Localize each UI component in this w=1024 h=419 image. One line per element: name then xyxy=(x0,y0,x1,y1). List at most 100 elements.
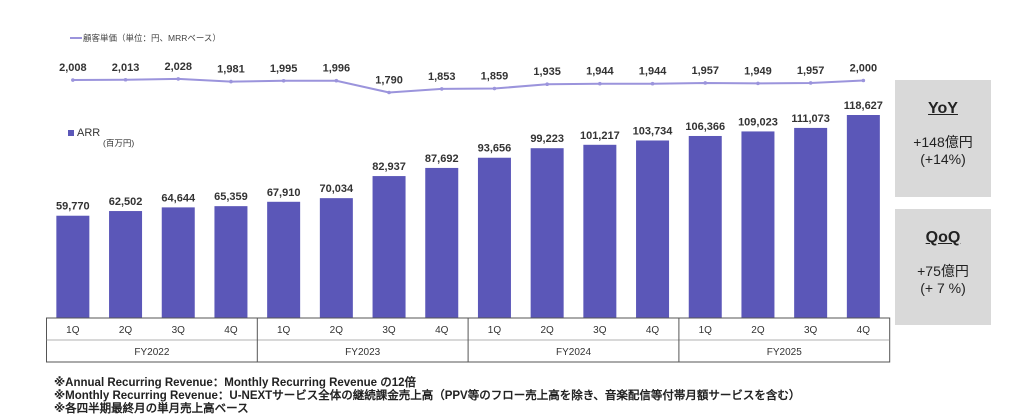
unit-price-point xyxy=(545,82,549,87)
arr-data-label: 93,656 xyxy=(478,143,512,155)
quarter-tick-label: 2Q xyxy=(540,325,554,336)
unit-price-point xyxy=(281,78,286,83)
quarter-tick-label: 1Q xyxy=(66,325,80,336)
unit-price-label: 2,000 xyxy=(850,63,878,75)
qoq-title: QoQ xyxy=(925,229,961,246)
arr-bar xyxy=(530,148,564,318)
quarter-tick-label: 3Q xyxy=(382,325,396,336)
arr-bar xyxy=(319,198,353,318)
arr-data-label: 87,692 xyxy=(425,153,459,165)
yoy-box: YoY +148億円 (+14%) xyxy=(895,80,991,197)
arr-bar xyxy=(583,144,617,318)
arr-data-label: 99,223 xyxy=(530,133,564,145)
unit-price-point xyxy=(861,78,866,83)
arr-bar xyxy=(636,140,670,318)
unit-price-label: 1,996 xyxy=(323,63,351,75)
unit-price-label: 1,944 xyxy=(639,66,667,78)
arr-data-label: 70,034 xyxy=(320,183,355,195)
unit-price-point xyxy=(176,77,181,81)
arr-bar xyxy=(846,115,880,318)
arr-bar xyxy=(56,215,90,318)
footnote: ※各四半期最終月の単月売上高ベース xyxy=(54,403,249,415)
qoq-value: +75億円 xyxy=(917,263,969,279)
arr-data-label: 109,023 xyxy=(738,116,778,128)
yoy-pct: (+14%) xyxy=(920,151,966,167)
quarter-tick-label: 2Q xyxy=(119,325,133,336)
unit-price-line xyxy=(72,77,864,94)
line-legend-label: 顧客単価（単位：円、MRRベース） xyxy=(83,33,221,43)
arr-data-label: 62,502 xyxy=(109,196,143,208)
footnotes: ※Annual Recurring Revenue：Monthly Recurr… xyxy=(54,377,800,416)
arr-bar xyxy=(109,211,143,318)
unit-price-label: 1,944 xyxy=(586,66,614,78)
unit-price-point xyxy=(598,81,602,86)
quarter-tick-label: 2Q xyxy=(751,325,765,336)
fiscal-year-label: FY2022 xyxy=(134,347,169,358)
arr-data-label: 103,734 xyxy=(633,125,674,137)
unit-price-point xyxy=(123,77,128,82)
arr-data-label: 65,359 xyxy=(214,191,248,203)
arr-data-label: 82,937 xyxy=(372,161,406,173)
arr-bar xyxy=(161,207,195,318)
quarter-tick-label: 3Q xyxy=(593,325,607,336)
quarter-tick-label: 1Q xyxy=(699,325,713,336)
quarter-tick-label: 4Q xyxy=(435,325,449,336)
unit-price-label: 1,853 xyxy=(428,71,456,83)
bar-unit-label: (百万円) xyxy=(103,138,134,148)
footnote: ※Annual Recurring Revenue：Monthly Recurr… xyxy=(54,377,416,389)
arr-data-label: 111,073 xyxy=(791,113,830,125)
unit-price-label: 1,981 xyxy=(217,64,245,76)
unit-price-point xyxy=(387,90,391,95)
qoq-pct: (+ 7 %) xyxy=(920,280,966,296)
arr-data-label: 118,627 xyxy=(844,100,883,112)
quarter-tick-label: 2Q xyxy=(330,325,344,336)
quarter-tick-label: 4Q xyxy=(224,325,238,336)
arr-bar xyxy=(794,127,828,318)
unit-price-label: 2,028 xyxy=(164,61,192,73)
arr-data-label: 106,366 xyxy=(685,121,725,133)
arr-data-label: 64,644 xyxy=(161,192,196,204)
unit-price-label: 1,949 xyxy=(744,65,772,77)
quarter-tick-label: 1Q xyxy=(277,325,291,336)
unit-price-point xyxy=(808,81,813,85)
arr-bar xyxy=(214,206,248,318)
unit-price-point xyxy=(492,86,497,91)
unit-price-label: 1,957 xyxy=(797,65,825,77)
unit-price-point xyxy=(334,78,339,83)
arr-bar xyxy=(425,167,459,318)
arr-bar xyxy=(688,135,722,318)
fiscal-year-label: FY2024 xyxy=(556,347,591,358)
quarter-tick-label: 4Q xyxy=(857,325,871,336)
arr-data-label: 59,770 xyxy=(56,201,90,213)
arr-bar xyxy=(372,176,406,318)
bar-legend-label: ARR xyxy=(77,127,100,139)
quarter-tick-label: 3Q xyxy=(804,325,818,336)
unit-price-label: 2,013 xyxy=(112,62,140,74)
arr-bar xyxy=(477,157,511,318)
arr-bar xyxy=(267,201,301,318)
unit-price-point xyxy=(703,81,708,85)
unit-price-label: 1,935 xyxy=(533,66,561,78)
unit-price-point xyxy=(650,81,655,86)
unit-price-label: 1,957 xyxy=(691,65,719,77)
quarter-tick-label: 3Q xyxy=(172,325,186,336)
arr-data-label: 101,217 xyxy=(580,130,620,142)
quarter-tick-label: 4Q xyxy=(646,325,660,336)
arr-bar xyxy=(741,131,775,318)
fiscal-year-label: FY2025 xyxy=(767,347,802,358)
unit-price-label: 1,790 xyxy=(375,75,403,87)
arr-data-label: 67,910 xyxy=(267,187,301,199)
unit-price-label: 1,995 xyxy=(270,63,298,75)
bar-legend-marker xyxy=(68,130,74,136)
yoy-value: +148億円 xyxy=(913,134,973,150)
unit-price-point xyxy=(756,81,760,86)
quarter-tick-label: 1Q xyxy=(488,325,502,336)
unit-price-point xyxy=(229,79,233,84)
unit-price-point xyxy=(71,78,75,82)
unit-price-point xyxy=(439,87,444,91)
yoy-title: YoY xyxy=(928,100,958,117)
unit-price-label: 2,008 xyxy=(59,62,87,74)
unit-price-label: 1,859 xyxy=(481,71,509,83)
